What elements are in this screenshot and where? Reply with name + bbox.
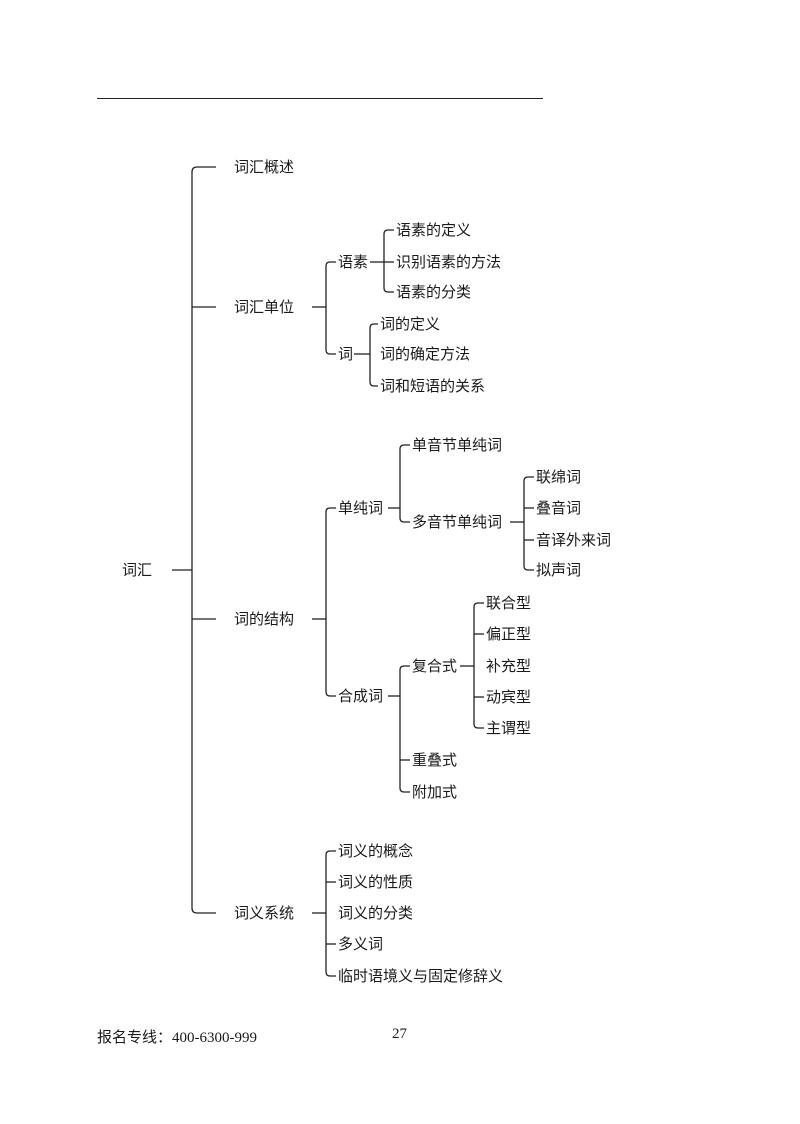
header-rule (97, 98, 543, 99)
node-meaning-system: 词义系统 (234, 904, 295, 922)
footer-phone: 400-6300-999 (172, 1030, 258, 1046)
node-simple-word: 单纯词 (338, 499, 384, 517)
footer-hotline: 报名专线：400-6300-999 (97, 1026, 257, 1047)
node-word-item: 词的定义 (380, 315, 441, 333)
node-word-structure: 词的结构 (234, 610, 295, 628)
node-meaning-item: 词义的性质 (338, 873, 414, 891)
node-word: 词 (338, 345, 354, 363)
node-polysyllabic-item: 叠音词 (536, 499, 582, 517)
node-polysyllabic-item: 音译外来词 (536, 531, 612, 549)
node-meaning-item: 多义词 (338, 935, 384, 953)
node-complex-item: 动宾型 (486, 688, 532, 706)
node-morpheme-item: 语素的分类 (396, 283, 472, 301)
node-polysyllabic-item: 联绵词 (536, 468, 582, 486)
node-root: 词汇 (122, 561, 153, 579)
node-overview: 词汇概述 (234, 158, 295, 176)
node-affixation: 附加式 (412, 783, 458, 801)
node-meaning-item: 词义的分类 (338, 904, 414, 922)
node-morpheme-item: 语素的定义 (396, 221, 472, 239)
node-word-item: 词和短语的关系 (380, 377, 486, 395)
node-compound-word: 合成词 (338, 687, 384, 705)
node-meaning-item: 词义的概念 (338, 842, 414, 860)
footer-label: 报名专线： (97, 1028, 173, 1046)
node-polysyllabic: 多音节单纯词 (412, 513, 503, 531)
node-complex-item: 联合型 (486, 594, 532, 612)
node-morpheme: 语素 (338, 253, 369, 271)
node-morpheme-item: 识别语素的方法 (396, 253, 502, 271)
node-complex-item: 主谓型 (486, 719, 532, 737)
node-meaning-item: 临时语境义与固定修辞义 (338, 967, 504, 985)
node-word-item: 词的确定方法 (380, 345, 471, 363)
node-vocabulary-unit: 词汇单位 (234, 298, 295, 316)
node-complex-type: 复合式 (412, 657, 458, 675)
node-monosyllabic: 单音节单纯词 (412, 436, 503, 454)
node-complex-item: 补充型 (486, 657, 532, 675)
page-number: 27 (392, 1026, 407, 1042)
node-polysyllabic-item: 拟声词 (536, 561, 582, 579)
node-reduplication: 重叠式 (412, 751, 458, 769)
node-complex-item: 偏正型 (486, 625, 532, 643)
